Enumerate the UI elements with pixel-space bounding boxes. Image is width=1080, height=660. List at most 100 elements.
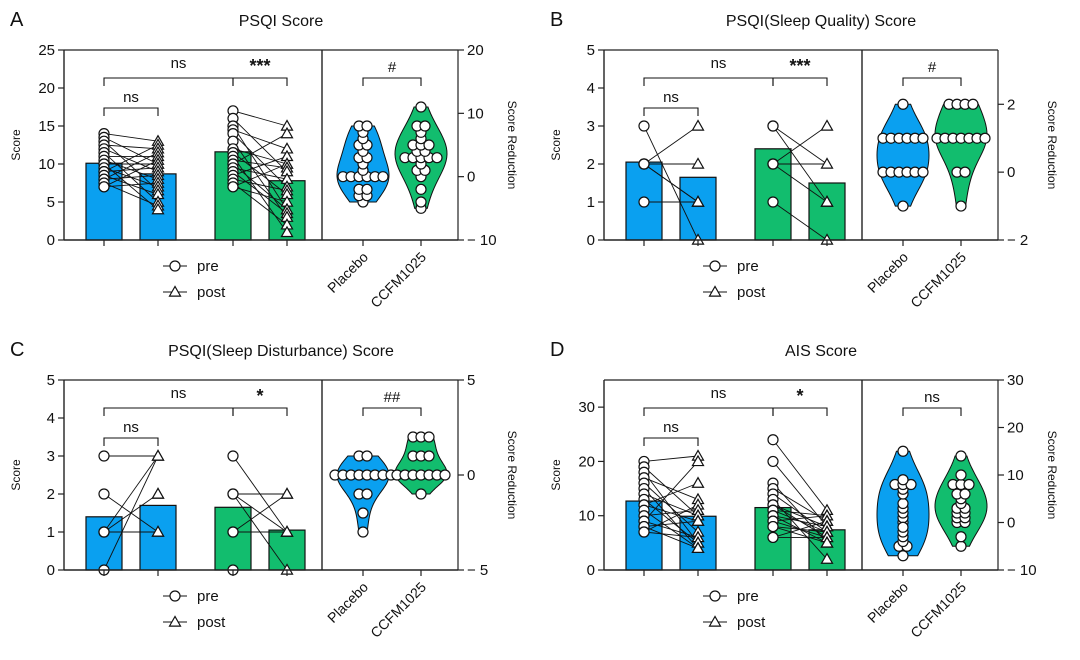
pre-point xyxy=(638,158,650,170)
significance-bracket xyxy=(643,77,774,86)
legend-pre-marker xyxy=(169,260,181,272)
y-right-tick-label: 0 xyxy=(1007,164,1015,181)
pair-line xyxy=(103,455,159,571)
post-point xyxy=(691,454,705,467)
pair-line xyxy=(103,182,159,207)
y-right-tick-label: − 10 xyxy=(467,232,497,249)
pair-line xyxy=(643,477,699,500)
y-tick-label: 2 xyxy=(47,486,55,503)
y-tick-label: 1 xyxy=(47,524,55,541)
panel-letter: C xyxy=(10,339,24,361)
bar-placebo-post xyxy=(679,176,717,241)
y-tick-label: 1 xyxy=(587,194,595,211)
violin-point xyxy=(377,171,389,183)
violin-point xyxy=(897,474,909,486)
pair-line xyxy=(643,531,699,538)
pair-line xyxy=(772,515,828,522)
violin-point xyxy=(439,469,451,481)
chart-title: PSQI(Sleep Disturbance) Score xyxy=(168,343,394,360)
significance-label: # xyxy=(388,59,397,76)
violin-point xyxy=(897,98,909,110)
pair-line xyxy=(232,171,288,214)
y-right-tick-label: 30 xyxy=(1007,372,1024,389)
violin-point xyxy=(959,488,971,500)
significance-label: ns xyxy=(663,419,679,436)
violin-point xyxy=(415,101,427,113)
legend: pre post xyxy=(163,258,226,301)
pre-point xyxy=(767,455,779,468)
legend: pre post xyxy=(703,588,766,631)
y-tick-label: 20 xyxy=(578,453,595,470)
y-axis-label: Score xyxy=(9,459,23,491)
significance-bracket xyxy=(232,77,288,86)
y-right-axis-label: Score Reduction xyxy=(505,101,519,190)
significance-label: ns xyxy=(123,419,139,436)
pair-line xyxy=(643,504,699,533)
panel-c: C PSQI(Sleep Disturbance) Score 0 1 2 3 4 5 − 5 0… xyxy=(0,330,540,660)
y-axis-label: Score xyxy=(549,459,563,491)
pair-line xyxy=(103,455,159,533)
chart-svg: A PSQI Score 0 5 10 15 20 25 − 10 0 10 20 Score Score… xyxy=(9,9,519,311)
violin-ccfm xyxy=(394,436,448,495)
pair-line xyxy=(772,504,828,527)
pre-point xyxy=(227,181,239,193)
violin-point xyxy=(415,488,427,500)
significance-bracket xyxy=(643,437,699,446)
violin-point xyxy=(431,152,443,164)
significance-label: *** xyxy=(789,56,810,76)
pair-line xyxy=(103,148,159,173)
pair-line xyxy=(103,144,159,150)
pair-line xyxy=(643,520,699,538)
y-right-tick-label: − 10 xyxy=(1007,562,1037,579)
legend-pre-label: pre xyxy=(737,258,759,275)
violin-point xyxy=(419,120,431,132)
y-right-tick-label: 20 xyxy=(1007,420,1024,437)
significance-label: ns xyxy=(171,385,187,402)
post-point xyxy=(691,541,705,554)
significance-label: ns xyxy=(123,89,139,106)
violin-point xyxy=(959,166,971,178)
violin-category-label: CCFM1025 xyxy=(907,249,969,311)
significance-label: ns xyxy=(924,389,940,406)
significance-bracket xyxy=(103,407,234,416)
panel-b: B PSQI(Sleep Quality) Score 0 1 2 3 4 5 − 2 0 2 Sco… xyxy=(540,0,1080,330)
y-right-tick-label: 2 xyxy=(1007,96,1015,113)
panel-d: D AIS Score 0 10 20 30 − 10 0 10 20 30 Score Score R… xyxy=(540,330,1080,660)
violin-point xyxy=(897,497,909,510)
pair-line xyxy=(643,482,699,506)
pair-line xyxy=(232,118,288,172)
pair-line xyxy=(643,455,699,462)
panel-a: A PSQI Score 0 5 10 15 20 25 − 10 0 10 20 Score Score… xyxy=(0,0,540,330)
pre-point xyxy=(767,531,779,544)
post-point xyxy=(820,552,834,564)
pair-line xyxy=(232,186,288,203)
y-tick-label: 5 xyxy=(47,194,55,211)
y-tick-label: 15 xyxy=(38,118,55,135)
pair-line xyxy=(232,133,288,165)
y-tick-label: 30 xyxy=(578,399,595,416)
violin-point xyxy=(361,450,373,462)
legend-post-marker xyxy=(168,615,182,627)
pair-line xyxy=(772,488,828,522)
pair-line xyxy=(772,439,828,511)
pre-point xyxy=(98,450,110,462)
significance-label: ns xyxy=(663,89,679,106)
post-point xyxy=(151,487,165,499)
significance-bracket xyxy=(643,107,699,116)
legend-pre-label: pre xyxy=(737,588,759,605)
pre-point xyxy=(638,526,650,538)
significance-bracket xyxy=(902,77,962,86)
significance-label: ## xyxy=(384,389,401,406)
pair-line xyxy=(772,163,828,203)
significance-bracket xyxy=(643,407,774,416)
y-tick-label: 4 xyxy=(47,410,55,427)
pair-line xyxy=(643,520,699,528)
pair-line xyxy=(103,159,159,188)
pair-line xyxy=(643,493,699,517)
pair-line xyxy=(232,125,288,210)
violin-category-label: Placebo xyxy=(864,579,911,626)
pre-point xyxy=(767,434,779,446)
bar-placebo-post xyxy=(139,504,177,571)
pair-line xyxy=(232,140,288,218)
